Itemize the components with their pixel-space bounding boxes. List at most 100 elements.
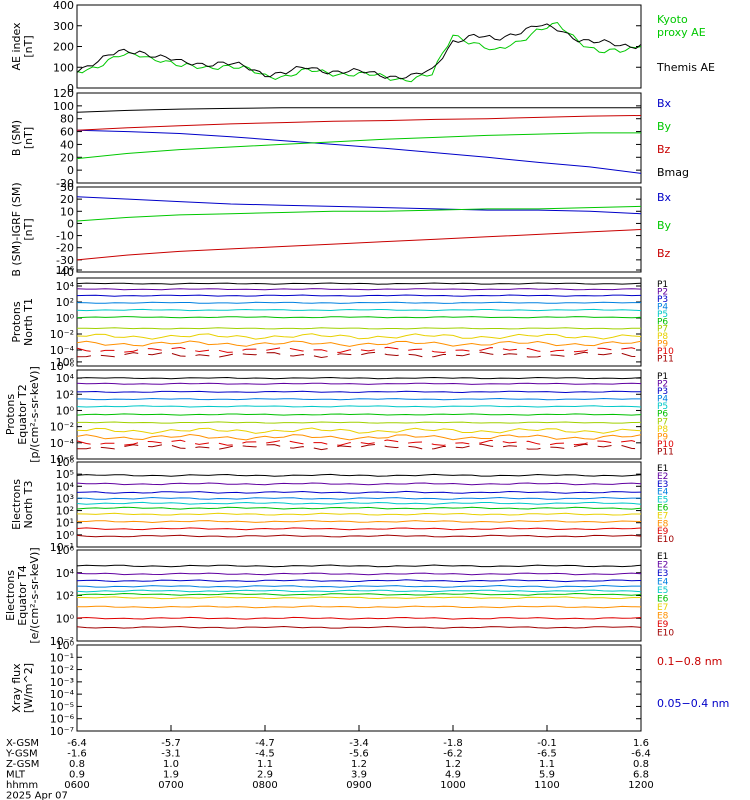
date-label: 2025 Apr 07 (6, 791, 68, 800)
series-line-protons_n-3 (76, 294, 642, 297)
legend-label: P2 (657, 380, 668, 390)
legend-label: P3 (657, 295, 668, 305)
series-line-electrons_n-8 (76, 520, 642, 524)
panel-frame-xray (76, 644, 642, 732)
ytick-label: 30 (60, 181, 74, 194)
legend-label: P1 (657, 280, 668, 290)
ytick-label: -10 (56, 230, 74, 243)
ytick-label: 60 (60, 126, 74, 139)
legend-label: P1 (657, 372, 668, 382)
ytick-label: 10⁻¹ (50, 541, 74, 554)
series-line-electrons_n-3 (76, 490, 642, 494)
series-line-bsm-2 (76, 132, 641, 160)
ytick-label: 10¹ (56, 517, 74, 530)
series-line-electrons_n-7 (76, 512, 641, 516)
legend-label: E10 (657, 629, 674, 639)
ytick-label: 10² (56, 505, 74, 518)
ytick-label: 10⁶ (56, 544, 75, 557)
panel-frame-bigrf (76, 186, 642, 273)
ytick-label: 10⁰ (56, 639, 75, 652)
legend-label: E6 (657, 504, 669, 514)
ytick-label: -40 (56, 266, 74, 279)
ytick-label: 0 (67, 164, 74, 177)
ytick-label: 10⁰ (56, 312, 75, 325)
legend-label: Bmag (657, 166, 689, 179)
ytick-label: 10² (56, 296, 74, 309)
ytick-label: 120 (53, 87, 74, 100)
ytick-label: 80 (60, 113, 74, 126)
legend-label: E4 (657, 488, 669, 498)
legend-label: P3 (657, 387, 668, 397)
legend-label: P5 (657, 402, 668, 412)
ephemeris-value: 2.9 (257, 770, 273, 781)
ephemeris-value: 0800 (252, 780, 277, 791)
ytick-label: 10⁻⁶ (50, 453, 75, 466)
ephemeris-value: -4.7 (255, 738, 275, 749)
legend-label: E9 (657, 527, 669, 537)
panel-frame-protons_n (76, 277, 642, 367)
ytick-label: 10⁰ (56, 612, 75, 625)
series-line-protons_n-6 (76, 316, 642, 319)
series-line-protons_e-6 (76, 413, 642, 416)
legend-label: P4 (657, 302, 668, 312)
ylabel-bigrf: [nT] (22, 218, 35, 240)
legend-label: 0.05−0.4 nm (657, 697, 729, 710)
ephemeris-value: 0900 (346, 780, 371, 791)
ephemeris-value: 0.8 (69, 759, 85, 770)
legend-label: E10 (657, 535, 674, 545)
series-line-ae-1 (76, 21, 642, 83)
ytick-label: 10⁵ (56, 468, 74, 481)
series-line-electrons_e-5 (76, 589, 642, 593)
legend-label: 0.1−0.8 nm (657, 655, 722, 668)
ephemeris-value: 1.9 (163, 770, 179, 781)
ylabel-ae: [nT] (22, 35, 35, 57)
series-line-electrons_n-6 (76, 506, 642, 510)
legend-label: P9 (657, 340, 668, 350)
series-line-protons_n-5 (76, 308, 642, 312)
legend-label: proxy AE (657, 26, 706, 39)
legend-label: E8 (657, 612, 669, 622)
ytick-label: 200 (53, 41, 74, 54)
series-line-electrons_n-9 (76, 527, 642, 531)
ytick-label: 10⁻⁴ (50, 437, 75, 450)
ephemeris-value: 1200 (628, 780, 653, 791)
ytick-label: -20 (56, 242, 74, 255)
legend-label: E4 (657, 578, 669, 588)
ylabel-protons_e: [p/(cm²-s-sr-keV)] (28, 366, 41, 463)
ephemeris-value: -3.4 (349, 738, 369, 749)
series-line-protons_n-11 (76, 351, 642, 359)
ytick-label: 300 (53, 20, 74, 33)
ephemeris-value: 1100 (534, 780, 559, 791)
ytick-label: 10 (60, 205, 74, 218)
ylabel-ae: AE index (10, 22, 23, 71)
legend-label: E3 (657, 569, 668, 579)
legend-label: P8 (657, 332, 668, 342)
legend-label: E9 (657, 620, 669, 630)
legend-label: E6 (657, 595, 669, 605)
ephemeris-value: 1.6 (633, 738, 649, 749)
ytick-label: 10⁻¹ (50, 651, 74, 664)
ytick-label: 10⁰ (56, 529, 75, 542)
series-line-protons_e-1 (76, 376, 642, 380)
ephemeris-value: 1000 (440, 780, 465, 791)
ytick-label: 10⁴ (56, 372, 75, 385)
legend-label: Bx (657, 191, 672, 204)
series-line-protons_e-9 (76, 433, 642, 441)
ylabel-protons_n: North T1 (22, 298, 35, 346)
ephemeris-row-label: MLT (6, 770, 26, 781)
ephemeris-row-label: Y-GSM (5, 749, 38, 760)
ylabel-protons_e: Protons (4, 394, 17, 435)
series-line-bsm-3 (76, 115, 642, 131)
ephemeris-value: -3.1 (161, 749, 181, 760)
ytick-label: 10⁴ (56, 280, 75, 293)
ephemeris-value: 6.8 (633, 770, 649, 781)
ytick-label: 10⁴ (56, 567, 75, 580)
series-line-electrons_e-10 (76, 625, 642, 629)
series-line-electrons_n-10 (76, 534, 642, 538)
ephemeris-row-label: X-GSM (6, 738, 39, 749)
legend-label: P2 (657, 287, 668, 297)
ytick-label: 100 (53, 61, 74, 74)
legend-label: E1 (657, 552, 668, 562)
ytick-label: 10⁻⁴ (50, 344, 75, 357)
